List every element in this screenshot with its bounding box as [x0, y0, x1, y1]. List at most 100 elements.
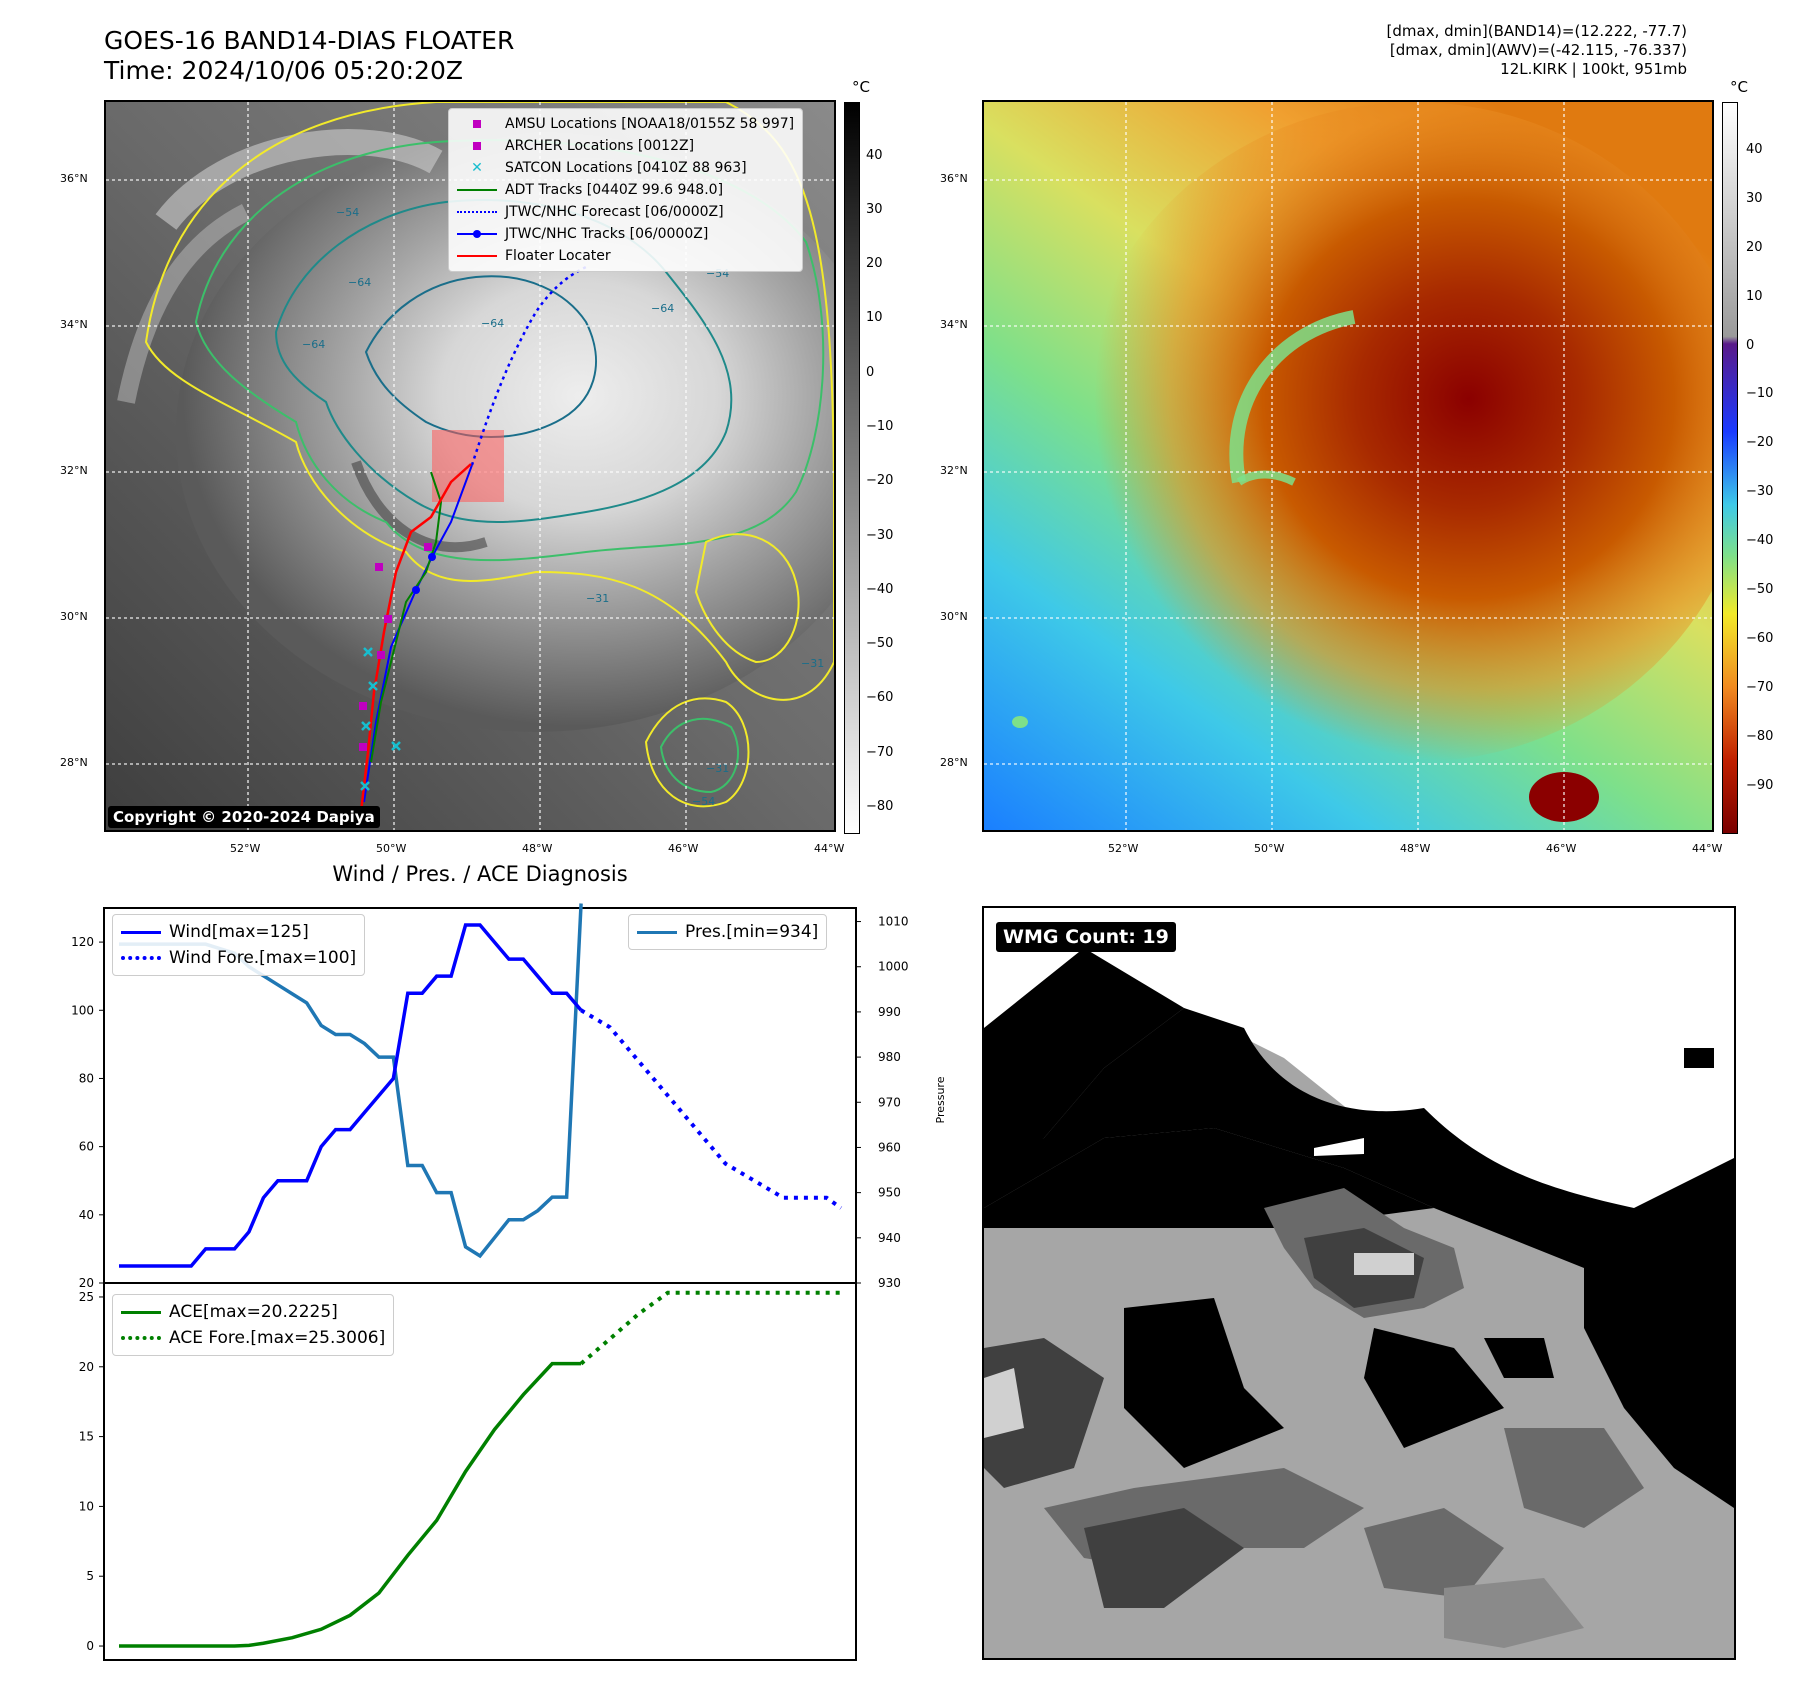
legend-item-satcon: ✕ SATCON Locations [0410Z 88 963]	[457, 157, 794, 179]
legend-item-pressure: Pres.[min=934]	[637, 919, 818, 945]
lat-label: 28°N	[940, 756, 968, 769]
pressure-tick-label: 960	[878, 1140, 901, 1154]
contour-teal-1	[274, 199, 733, 523]
left-colorbar	[844, 102, 860, 834]
legend-item-adt: ADT Tracks [0440Z 99.6 948.0]	[457, 179, 794, 201]
pressure-tick-label: 930	[878, 1276, 901, 1290]
ace-axes: 0510152025ACE	[79, 1282, 857, 1661]
legend-item-amsu: AMSU Locations [NOAA18/0155Z 58 997]	[457, 113, 794, 135]
ace-tick-label: 15	[79, 1430, 94, 1444]
pressure-legend: Pres.[min=934]	[628, 914, 828, 950]
band14-map-panel: −64 −64 −64 −64 −54 −54 −31 −31 −31 −54	[104, 100, 836, 832]
contour-yellow-1	[144, 102, 834, 701]
right-colorbar	[1722, 102, 1738, 834]
lon-label: 46°W	[1546, 842, 1577, 855]
info-line3: 12L.KIRK | 100kt, 951mb	[1500, 60, 1687, 78]
contour-yellow-3	[694, 533, 800, 664]
lat-label: 32°N	[940, 464, 968, 477]
lon-label: 44°W	[814, 842, 845, 855]
lon-label: 44°W	[1692, 842, 1723, 855]
figure-title: GOES-16 BAND14-DIAS FLOATER Time: 2024/1…	[104, 26, 514, 86]
wind-tick-label: 80	[79, 1071, 94, 1085]
contour-label: −31	[706, 762, 729, 775]
solid-line-icon	[457, 249, 497, 263]
contour-label: −31	[801, 657, 824, 670]
copyright-badge: Copyright © 2020-2024 Dapiya	[108, 806, 380, 828]
awv-map	[984, 102, 1712, 830]
lon-label: 52°W	[1108, 842, 1139, 855]
pressure-tick-label: 1010	[878, 915, 909, 929]
right-colorbar-unit: °C	[1730, 78, 1748, 96]
lat-label: 30°N	[940, 610, 968, 623]
contour-label: −64	[651, 302, 674, 315]
ace-plot-frame	[103, 1282, 857, 1661]
square-marker-icon	[457, 139, 497, 153]
pressure-tick-label: 990	[878, 1005, 901, 1019]
legend-item-wind-forecast: Wind Fore.[max=100]	[121, 945, 356, 971]
lon-label: 48°W	[1400, 842, 1431, 855]
wind-tick-label: 60	[79, 1140, 94, 1154]
wind-line	[119, 923, 583, 1268]
diagnosis-title: Wind / Pres. / ACE Diagnosis	[332, 862, 628, 886]
lat-label: 30°N	[60, 610, 88, 623]
square-marker-icon	[457, 117, 497, 131]
lon-label: 50°W	[1254, 842, 1285, 855]
legend-item-floater: Floater Locater	[457, 245, 794, 267]
x-marker-icon: ✕	[471, 160, 483, 176]
ace-tick-label: 10	[79, 1499, 94, 1513]
track-legend: AMSU Locations [NOAA18/0155Z 58 997] ARC…	[448, 108, 804, 272]
pressure-axis-label: Pressure	[934, 1076, 947, 1123]
solid-line-icon	[637, 925, 677, 939]
pressure-tick-label: 970	[878, 1095, 901, 1109]
lat-label: 34°N	[60, 318, 88, 331]
contour-label: −54	[336, 206, 359, 219]
pressure-tick-label: 950	[878, 1186, 901, 1200]
title-line2: Time: 2024/10/06 05:20:20Z	[104, 56, 463, 85]
legend-item-forecast: JTWC/NHC Forecast [06/0000Z]	[457, 201, 794, 223]
wind-tick-label: 20	[79, 1276, 94, 1290]
title-line1: GOES-16 BAND14-DIAS FLOATER	[104, 26, 515, 55]
awv-map-panel	[982, 100, 1714, 832]
wmg-map	[984, 908, 1734, 1658]
ace-tick-label: 0	[86, 1639, 94, 1653]
lat-label: 36°N	[60, 172, 88, 185]
solid-line-icon	[121, 1305, 161, 1319]
pressure-tick-label: 1000	[878, 960, 909, 974]
pressure-tick-label: 940	[878, 1231, 901, 1245]
floater-track	[359, 463, 472, 813]
ace-legend: ACE[max=20.2225] ACE Fore.[max=25.3006]	[112, 1294, 395, 1356]
ace-tick-label: 25	[79, 1290, 94, 1304]
lon-label: 46°W	[668, 842, 699, 855]
dotted-line-icon	[121, 1331, 161, 1345]
legend-item-wind: Wind[max=125]	[121, 919, 356, 945]
lat-label: 32°N	[60, 464, 88, 477]
ace-line	[119, 1361, 582, 1648]
diagnosis-chart: 2040608010012093094095096097098099010001…	[71, 903, 947, 1661]
lat-label: 34°N	[940, 318, 968, 331]
storm-info: [dmax, dmin](BAND14)=(12.222, -77.7) [dm…	[1387, 22, 1687, 79]
dotted-line-icon	[457, 205, 497, 219]
lat-label: 36°N	[940, 172, 968, 185]
ace-tick-label: 5	[86, 1569, 94, 1583]
pressure-tick-label: 980	[878, 1050, 901, 1064]
lon-label: 52°W	[230, 842, 261, 855]
contour-label: −54	[692, 795, 715, 808]
wind-forecast-line	[580, 1008, 843, 1210]
contour-label: −31	[586, 592, 609, 605]
lat-label: 28°N	[60, 756, 88, 769]
jtwc-forecast-track	[470, 265, 587, 466]
line-dot-icon	[457, 227, 497, 241]
wind-tick-label: 100	[71, 1003, 94, 1017]
left-colorbar-unit: °C	[852, 78, 870, 96]
lon-label: 50°W	[376, 842, 407, 855]
legend-item-jtwc: JTWC/NHC Tracks [06/0000Z]	[457, 223, 794, 245]
wind-tick-label: 40	[79, 1208, 94, 1222]
solid-line-icon	[457, 183, 497, 197]
contour-yellow-2	[644, 697, 750, 808]
dotted-line-icon	[121, 951, 161, 965]
ace-tick-label: 20	[79, 1360, 94, 1374]
contour-green-2	[659, 717, 740, 794]
wmg-count-badge: WMG Count: 19	[996, 922, 1176, 952]
lon-label: 48°W	[522, 842, 553, 855]
legend-item-ace: ACE[max=20.2225]	[121, 1299, 385, 1325]
